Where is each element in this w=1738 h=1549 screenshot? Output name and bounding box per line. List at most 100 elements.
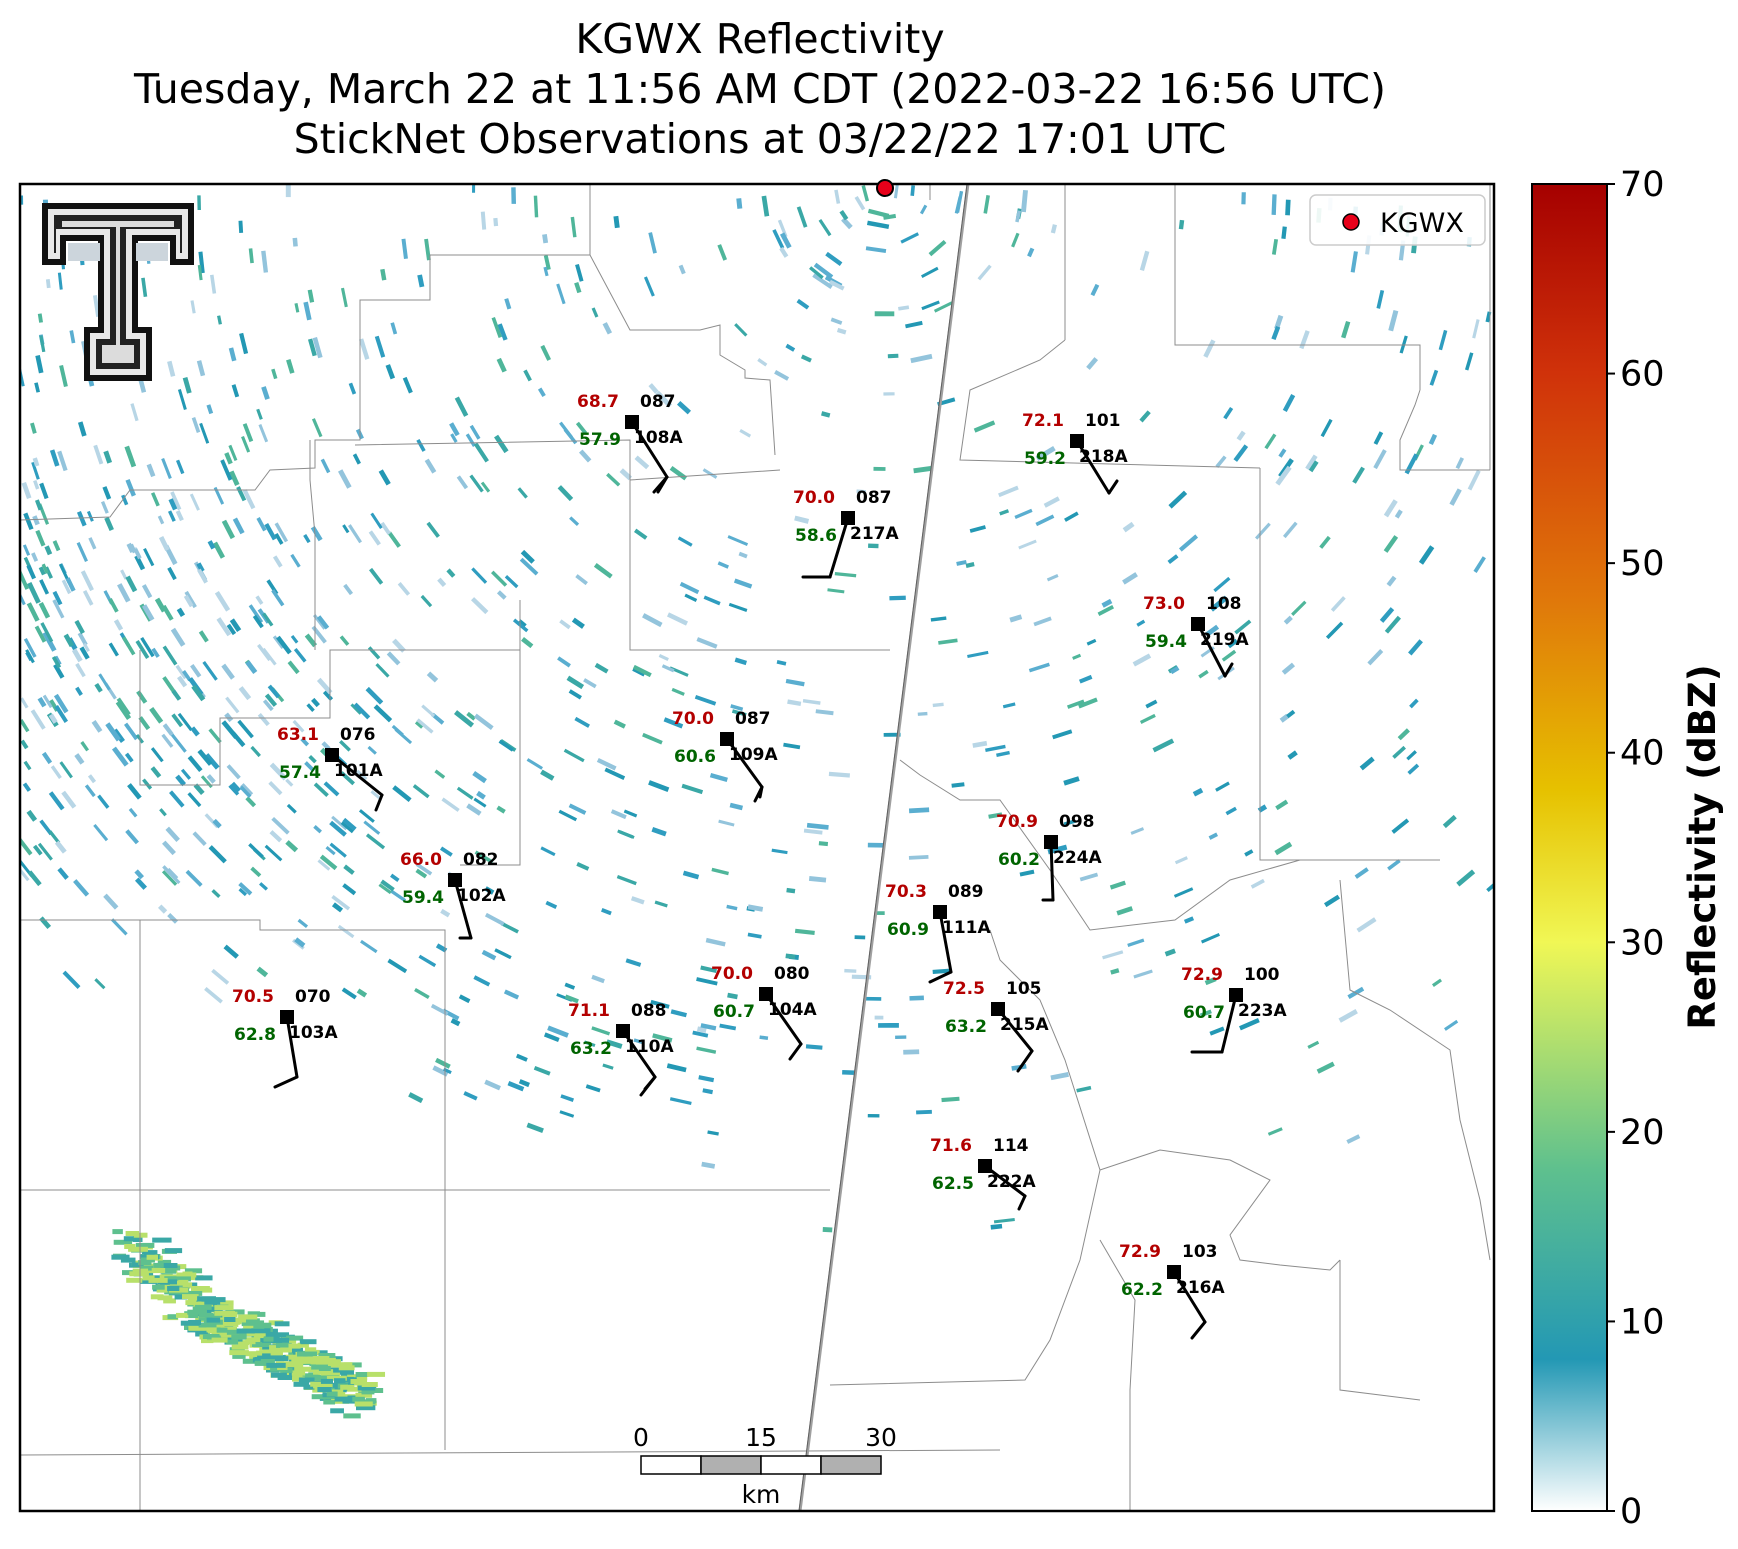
colorbar-tick-label: 0 [1620, 1492, 1642, 1532]
station-wind-direction: 098 [1059, 812, 1095, 832]
station-dewpoint: 57.4 [279, 763, 321, 783]
station-temperature: 66.0 [400, 850, 442, 870]
station-219a: 73.0 108 59.4 219A [1143, 594, 1249, 678]
station-222a: 71.6 114 62.5 222A [930, 1136, 1036, 1211]
station-dewpoint: 60.7 [713, 1002, 755, 1022]
station-wind-direction: 087 [856, 488, 892, 508]
station-id: 102A [457, 886, 506, 906]
scale-tick-1: 15 [745, 1423, 777, 1452]
station-marker [720, 732, 734, 746]
station-id: 215A [1000, 1015, 1049, 1035]
station-dewpoint: 59.2 [1024, 449, 1066, 469]
sticknet-stations: 68.7 087 57.9 108A 72.1 101 59.2 218A 70.0 087 58.… [232, 392, 1287, 1340]
wind-barb-segment [273, 1075, 299, 1089]
wind-barb-segment [1017, 1194, 1027, 1211]
station-wind-direction: 100 [1244, 965, 1280, 985]
legend: KGWX [1309, 194, 1486, 246]
wind-barb-segment [788, 1042, 803, 1061]
wind-barb-segment [764, 992, 803, 1046]
wind-barb-segment [1172, 1270, 1207, 1324]
station-wind-direction: 088 [631, 1001, 667, 1021]
station-wind-direction: 070 [295, 987, 331, 1007]
station-wind-direction: 101 [1085, 411, 1121, 431]
station-id: 110A [625, 1037, 674, 1057]
station-217a: 70.0 087 58.6 217A [793, 488, 899, 579]
colorbar-tick-label: 50 [1620, 544, 1665, 584]
station-224a: 70.9 098 60.2 224A [996, 812, 1102, 902]
station-marker [448, 873, 462, 887]
wind-barb-segment [938, 910, 953, 974]
station-temperature: 63.1 [277, 725, 319, 745]
map-frame [18, 182, 1496, 1513]
station-dewpoint: 58.6 [795, 526, 837, 546]
station-wind-direction: 108 [1206, 594, 1242, 614]
wind-barb-segment [330, 753, 384, 797]
station-temperature: 71.6 [930, 1136, 972, 1156]
station-id: 223A [1238, 1001, 1287, 1021]
station-103a: 70.5 070 62.8 103A [232, 987, 338, 1089]
station-dewpoint: 63.2 [570, 1039, 612, 1059]
texas-tech-double-t-logo-icon [42, 203, 194, 381]
scale-tick-2: 30 [865, 1423, 897, 1452]
station-marker [325, 748, 339, 762]
station-marker [759, 987, 773, 1001]
scale-tick-0: 0 [633, 1423, 649, 1452]
station-temperature: 68.7 [577, 392, 619, 412]
station-id: 224A [1053, 848, 1102, 868]
station-marker [280, 1010, 294, 1024]
station-id: 217A [850, 524, 899, 544]
station-temperature: 70.0 [711, 964, 753, 984]
station-temperature: 72.5 [943, 979, 985, 999]
station-temperature: 70.3 [885, 882, 927, 902]
title-line-3: StickNet Observations at 03/22/22 17:01 … [293, 115, 1227, 163]
station-215a: 72.5 105 63.2 215A [943, 979, 1049, 1073]
station-dewpoint: 57.9 [579, 430, 621, 450]
station-temperature: 72.9 [1181, 965, 1223, 985]
station-101a: 63.1 076 57.4 101A [277, 725, 384, 812]
title-line-1: KGWX Reflectivity [575, 15, 945, 63]
station-wind-direction: 105 [1006, 979, 1042, 999]
colorbar-tick-label: 40 [1620, 734, 1665, 774]
station-wind-direction: 080 [774, 964, 810, 984]
wind-barb-segment [630, 420, 669, 479]
station-dewpoint: 60.7 [1183, 1003, 1225, 1023]
colorbar-tick-label: 30 [1620, 923, 1665, 963]
station-marker [1070, 434, 1084, 448]
station-id: 219A [1200, 630, 1249, 650]
wind-barb-segment [643, 1075, 657, 1091]
wind-barb-segment [374, 793, 384, 812]
legend-label: KGWX [1380, 208, 1464, 239]
station-marker [616, 1024, 630, 1038]
wind-barb-segment [1075, 439, 1111, 495]
station-dewpoint: 59.4 [402, 888, 444, 908]
colorbar: 0 10 20 30 40 50 60 70 Reflectivity (dBZ) [1531, 165, 1724, 1532]
station-dewpoint: 63.2 [945, 1017, 987, 1037]
station-218a: 72.1 101 59.2 218A [1022, 411, 1128, 495]
station-id: 101A [334, 761, 383, 781]
station-id: 104A [768, 1000, 817, 1020]
station-110a: 71.1 088 63.2 110A [568, 1001, 674, 1097]
station-marker [991, 1002, 1005, 1016]
station-wind-direction: 114 [993, 1136, 1029, 1156]
wind-barb-segment [453, 878, 473, 940]
wind-barb-segment [928, 970, 953, 984]
station-dewpoint: 60.9 [887, 920, 929, 940]
wind-barb-segment [1190, 1320, 1207, 1340]
station-dewpoint: 62.2 [1121, 1280, 1163, 1300]
wind-barb-segment [1220, 993, 1238, 1054]
station-temperature: 72.9 [1119, 1242, 1161, 1262]
station-wind-direction: 087 [640, 392, 676, 412]
title-line-2: Tuesday, March 22 at 11:56 AM CDT (2022-… [133, 65, 1386, 113]
wind-barb-segment [1049, 840, 1055, 902]
station-108a: 68.7 087 57.9 108A [577, 392, 683, 494]
kgwx-radar-site-marker [876, 179, 894, 197]
colorbar-tick-label: 60 [1620, 355, 1665, 395]
station-wind-direction: 076 [340, 725, 376, 745]
station-marker [1191, 617, 1205, 631]
county-boundaries [20, 184, 1491, 1511]
wind-barb-segment [828, 516, 850, 579]
station-marker [1167, 1265, 1181, 1279]
legend-marker-icon [1342, 213, 1360, 231]
station-id: 216A [1176, 1278, 1225, 1298]
